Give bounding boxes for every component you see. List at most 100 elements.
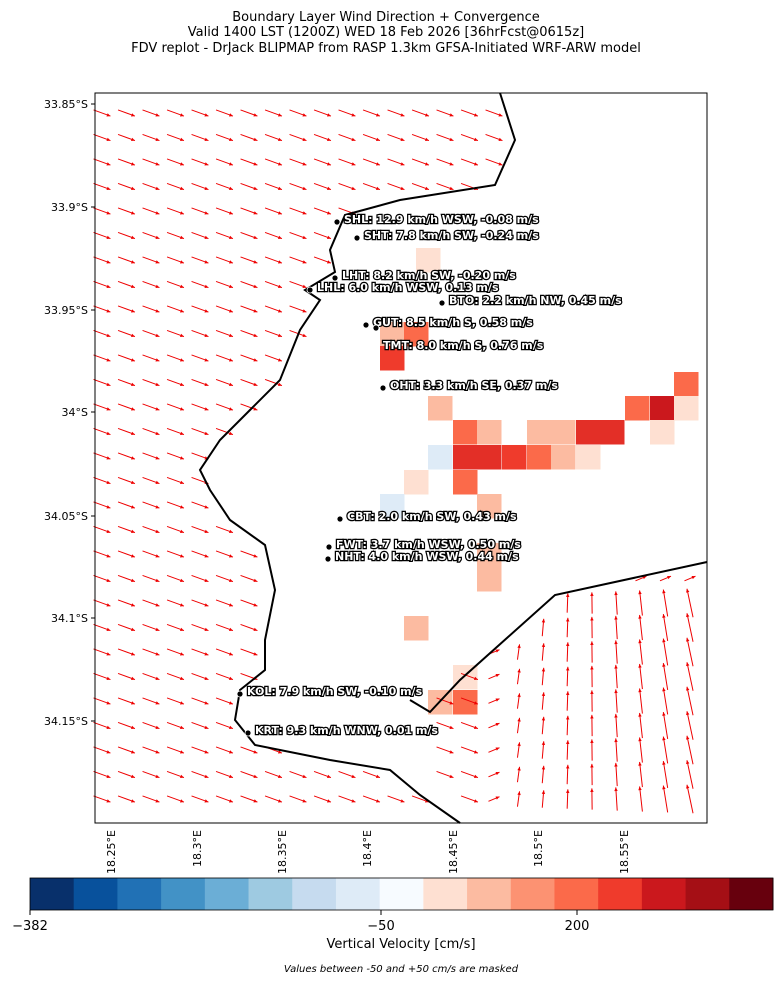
arrow-head [229,187,233,190]
wind-arrow [687,711,693,740]
arrow-head [278,211,282,214]
arrow-head [229,603,233,606]
colorbar-segment [117,878,161,910]
arrow-head [106,236,110,239]
wind-arrow [663,712,667,739]
arrow-head [204,285,208,288]
arrow-head [229,285,233,288]
arrow-head [229,211,233,214]
arrow-head [229,554,233,557]
colorbar-tick-label: 200 [565,919,590,934]
cell [502,445,527,470]
arrow-head [155,603,159,606]
arrow-head [614,714,617,718]
station-label: KOL: 7.9 km/h SW, -0.10 m/s [247,685,423,698]
arrow-head [204,334,208,337]
arrow-head [204,407,208,410]
arrow-head [449,750,453,753]
lat-tick-label: 33.9°S [51,201,88,214]
arrow-head [229,236,233,239]
arrow-head [253,236,257,239]
arrow-head [180,799,184,802]
arrow-head [376,162,380,165]
arrow-head [229,407,233,410]
arrow-head [474,750,478,753]
arrow-head [474,775,478,778]
arrow-head [566,618,569,622]
arrow-head [566,593,569,597]
arrow-head [400,162,404,165]
arrow-head [278,187,282,190]
lon-tick-label: 18.35°E [276,830,289,874]
arrow-head [278,113,282,116]
arrow-head [131,334,135,337]
arrow-head [106,260,110,263]
arrow-head [155,334,159,337]
arrow-head [155,358,159,361]
arrow-head [253,579,257,582]
arrow-head [614,640,617,644]
arrow-head [253,211,257,214]
arrow-head [253,652,257,655]
arrow-head [180,775,184,778]
arrow-head [614,665,617,669]
arrow-head [131,432,135,435]
arrow-head [686,662,689,666]
arrow-head [204,211,208,214]
arrow-head [253,187,257,190]
arrow-head [155,236,159,239]
cell [551,420,576,445]
arrow-head [204,383,208,386]
arrow-head [229,799,233,802]
station-dot [307,287,313,293]
arrow-head [180,750,184,753]
colorbar-segment [467,878,511,910]
arrow-head [106,701,110,704]
arrow-head [180,334,184,337]
arrow-head [229,358,233,361]
arrow-head [253,162,257,165]
cell [576,420,601,445]
wind-arrow [687,760,693,789]
wind-arrow [663,688,667,715]
wind-arrow [640,737,643,762]
arrow-head [229,138,233,141]
station-label: LHL: 6.0 km/h WSW, 0.13 m/s [317,281,499,294]
arrow-head [474,726,478,729]
arrow-head [400,799,404,802]
cell [477,445,502,470]
arrow-head [131,285,135,288]
arrow-head [131,162,135,165]
arrow-head [302,211,306,214]
arrow-head [204,260,208,263]
arrow-head [327,775,331,778]
arrow-head [204,309,208,312]
arrow-head [425,187,429,190]
station-dot [439,300,445,306]
arrow-head [474,162,478,165]
arrow-head [351,162,355,165]
arrow-head [253,628,257,631]
arrow-head [229,309,233,312]
arrow-head [686,736,689,740]
station-label: CBT: 2.0 km/h SW, 0.43 m/s [347,510,517,523]
title-line: Valid 1400 LST (1200Z) WED 18 Feb 2026 [… [188,25,584,40]
arrow-head [253,138,257,141]
arrow-head [253,358,257,361]
arrow-head [180,407,184,410]
arrow-head [229,750,233,753]
arrow-head [204,799,208,802]
arrow-head [614,763,617,767]
arrow-head [131,358,135,361]
arrow-head [204,750,208,753]
arrow-head [278,236,282,239]
arrow-head [614,787,617,791]
arrow-head [106,456,110,459]
arrow-head [204,603,208,606]
arrow-head [686,687,689,691]
arrow-head [155,628,159,631]
arrow-head [449,187,453,190]
arrow-head [542,619,545,623]
arrow-head [204,113,208,116]
arrow-head [376,187,380,190]
